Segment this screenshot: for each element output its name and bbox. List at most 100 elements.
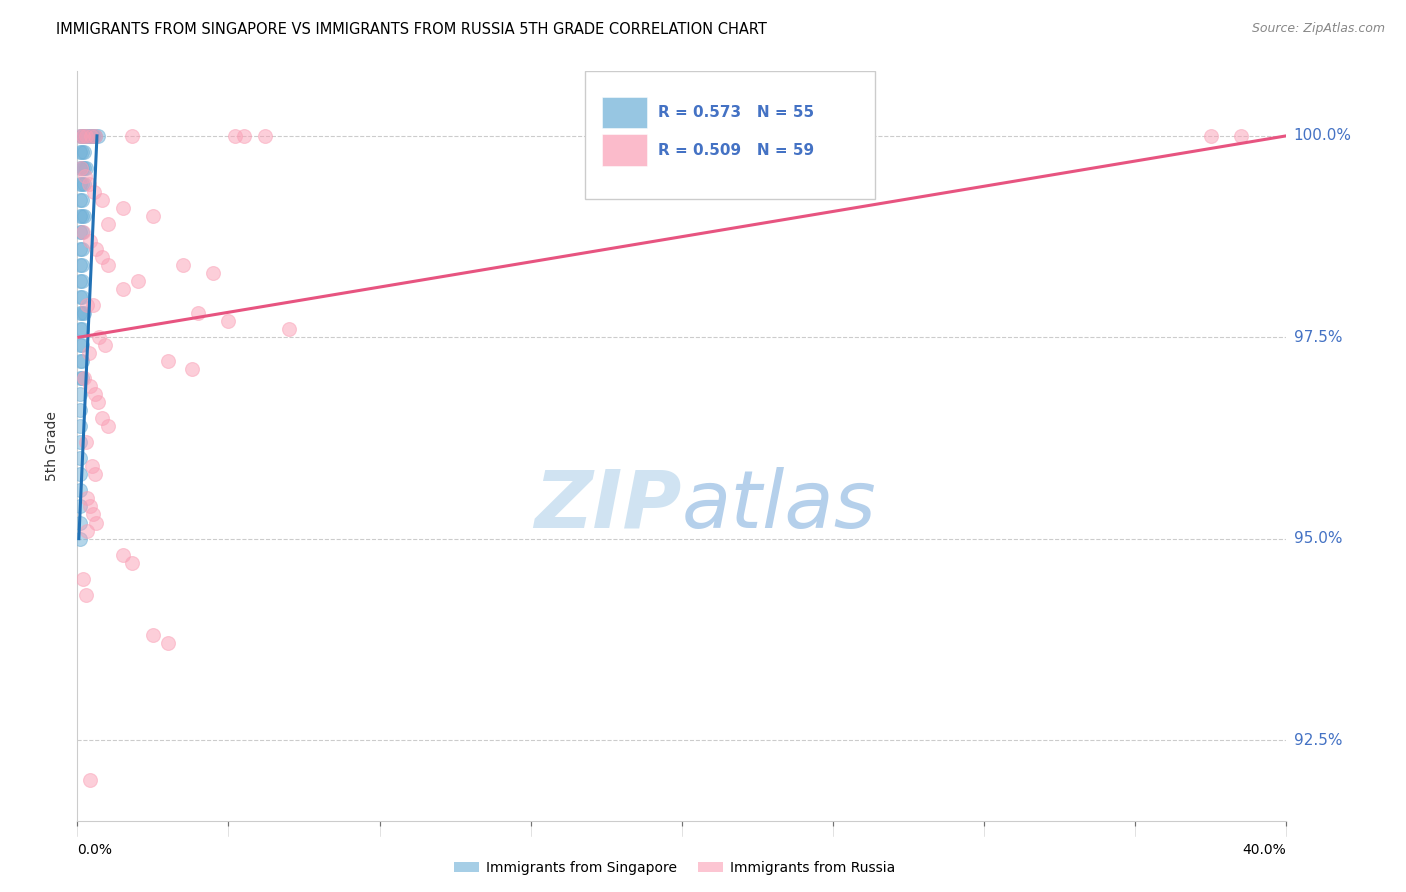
Point <box>82 128 104 143</box>
Point <box>69 516 91 530</box>
Point <box>70 210 93 224</box>
Point <box>91 250 114 264</box>
Point <box>70 128 93 143</box>
Point <box>79 378 101 392</box>
Point <box>69 128 91 143</box>
Point <box>69 194 91 208</box>
Point <box>75 161 97 175</box>
Point <box>70 306 93 320</box>
Point <box>157 354 180 368</box>
Point <box>70 274 93 288</box>
Text: Source: ZipAtlas.com: Source: ZipAtlas.com <box>1251 22 1385 36</box>
Point <box>70 354 93 368</box>
Point <box>73 370 96 384</box>
Point <box>121 128 143 143</box>
Point <box>218 314 240 328</box>
Point <box>70 242 93 256</box>
Point <box>84 128 107 143</box>
Point <box>1199 128 1222 143</box>
Point <box>80 128 103 143</box>
Point <box>80 459 103 474</box>
Point <box>69 322 91 336</box>
Point <box>80 128 103 143</box>
Point <box>75 434 97 449</box>
Point <box>70 322 93 336</box>
Point <box>87 128 110 143</box>
Point <box>76 298 98 312</box>
Point <box>69 338 91 352</box>
Point <box>73 169 96 183</box>
Point <box>77 128 100 143</box>
Point <box>84 516 107 530</box>
Point <box>91 410 114 425</box>
Point <box>70 290 93 304</box>
Point <box>69 290 91 304</box>
Point <box>72 128 94 143</box>
Point <box>72 572 94 586</box>
Point <box>70 370 93 384</box>
Point <box>69 386 91 401</box>
Point <box>157 636 180 650</box>
Text: 40.0%: 40.0% <box>1243 843 1286 857</box>
Point <box>181 362 204 376</box>
Text: R = 0.509   N = 59: R = 0.509 N = 59 <box>658 143 814 158</box>
Point <box>69 210 91 224</box>
Point <box>69 532 91 546</box>
Point <box>224 128 246 143</box>
Text: IMMIGRANTS FROM SINGAPORE VS IMMIGRANTS FROM RUSSIA 5TH GRADE CORRELATION CHART: IMMIGRANTS FROM SINGAPORE VS IMMIGRANTS … <box>56 22 768 37</box>
Text: 100.0%: 100.0% <box>1294 128 1351 144</box>
Point <box>70 258 93 272</box>
Text: ZIP: ZIP <box>534 467 682 545</box>
Point <box>69 434 91 449</box>
Point <box>69 128 91 143</box>
Point <box>87 394 110 409</box>
Point <box>75 588 97 602</box>
Point <box>84 242 107 256</box>
Point <box>77 346 100 360</box>
Point <box>142 210 165 224</box>
Point <box>70 177 93 191</box>
Point <box>73 177 96 191</box>
Point <box>202 266 225 280</box>
Point <box>253 128 276 143</box>
Point <box>72 226 94 240</box>
Point <box>75 128 97 143</box>
Point <box>69 274 91 288</box>
Point <box>70 161 93 175</box>
Point <box>82 508 104 522</box>
Point <box>84 128 107 143</box>
Point <box>69 500 91 514</box>
Point <box>94 338 117 352</box>
Point <box>121 556 143 570</box>
Point <box>69 306 91 320</box>
Point <box>79 177 101 191</box>
FancyBboxPatch shape <box>602 135 647 166</box>
Point <box>70 194 93 208</box>
Text: 95.0%: 95.0% <box>1294 531 1341 546</box>
Point <box>69 402 91 417</box>
Point <box>70 161 93 175</box>
Point <box>111 202 134 216</box>
Point <box>172 258 194 272</box>
Point <box>111 282 134 296</box>
Point <box>69 177 91 191</box>
Point <box>187 306 209 320</box>
Point <box>83 185 105 199</box>
Point <box>73 128 96 143</box>
Point <box>83 467 105 482</box>
Point <box>69 370 91 384</box>
Text: 97.5%: 97.5% <box>1294 330 1341 344</box>
Point <box>90 194 112 208</box>
Point <box>76 491 98 506</box>
Point <box>97 418 120 433</box>
Point <box>69 242 91 256</box>
Point <box>111 548 134 562</box>
Point <box>278 322 301 336</box>
Point <box>69 354 91 368</box>
Point <box>73 161 96 175</box>
Text: R = 0.573   N = 55: R = 0.573 N = 55 <box>658 105 814 120</box>
FancyBboxPatch shape <box>585 71 876 199</box>
Text: atlas: atlas <box>682 467 877 545</box>
Point <box>69 467 91 482</box>
Point <box>70 145 93 159</box>
